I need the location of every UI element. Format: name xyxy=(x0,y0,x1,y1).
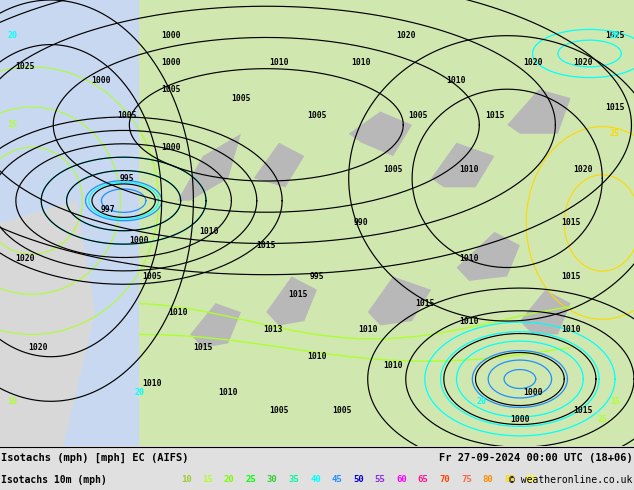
Polygon shape xyxy=(0,201,95,446)
Text: 1005: 1005 xyxy=(269,406,288,415)
Text: 1015: 1015 xyxy=(193,343,212,352)
Text: 1020: 1020 xyxy=(16,254,35,263)
Text: 25: 25 xyxy=(610,129,620,138)
Text: 990: 990 xyxy=(354,219,369,227)
Text: 20: 20 xyxy=(134,388,145,397)
Text: 1025: 1025 xyxy=(605,31,624,40)
Text: 85: 85 xyxy=(504,474,515,484)
Text: 45: 45 xyxy=(332,474,342,484)
Text: 40: 40 xyxy=(310,474,321,484)
Text: 1015: 1015 xyxy=(561,272,580,281)
Text: 50: 50 xyxy=(353,474,364,484)
Text: 1015: 1015 xyxy=(415,299,434,308)
Text: 1000: 1000 xyxy=(510,415,529,424)
Text: 997: 997 xyxy=(100,205,115,214)
Text: 1015: 1015 xyxy=(574,406,593,415)
Text: 25: 25 xyxy=(245,474,256,484)
Text: 1000: 1000 xyxy=(162,31,181,40)
Text: 1015: 1015 xyxy=(257,241,276,250)
Text: 10: 10 xyxy=(181,474,191,484)
Text: 1015: 1015 xyxy=(605,102,624,112)
Text: 1015: 1015 xyxy=(485,111,504,121)
Text: 1010: 1010 xyxy=(460,254,479,263)
Text: 35: 35 xyxy=(288,474,299,484)
Polygon shape xyxy=(254,143,304,187)
Text: 1020: 1020 xyxy=(574,58,593,67)
Text: 1010: 1010 xyxy=(219,388,238,397)
Text: 1005: 1005 xyxy=(307,111,327,121)
Text: 1010: 1010 xyxy=(269,58,288,67)
Polygon shape xyxy=(139,0,634,446)
Polygon shape xyxy=(368,276,431,325)
Text: 65: 65 xyxy=(418,474,429,484)
Polygon shape xyxy=(178,134,241,201)
Text: 1010: 1010 xyxy=(460,317,479,325)
Text: 20: 20 xyxy=(224,474,235,484)
Text: 1000: 1000 xyxy=(162,143,181,151)
Polygon shape xyxy=(520,290,571,334)
Polygon shape xyxy=(456,232,520,281)
Text: 1010: 1010 xyxy=(447,76,466,85)
Text: 1000: 1000 xyxy=(130,236,149,245)
Text: 1005: 1005 xyxy=(409,111,428,121)
Text: 1020: 1020 xyxy=(523,58,542,67)
Text: 70: 70 xyxy=(439,474,450,484)
Text: 1020: 1020 xyxy=(574,165,593,174)
Text: 1000: 1000 xyxy=(523,388,542,397)
Text: 1015: 1015 xyxy=(561,219,580,227)
Text: 995: 995 xyxy=(119,174,134,183)
Polygon shape xyxy=(431,143,495,187)
Text: 1010: 1010 xyxy=(168,308,187,317)
Text: 80: 80 xyxy=(482,474,493,484)
Text: 1010: 1010 xyxy=(143,379,162,388)
Text: Fr 27-09-2024 00:00 UTC (18+06): Fr 27-09-2024 00:00 UTC (18+06) xyxy=(439,453,633,463)
Text: 1013: 1013 xyxy=(263,325,282,335)
Text: 1010: 1010 xyxy=(307,352,327,361)
Text: 20: 20 xyxy=(477,397,487,406)
Text: 1010: 1010 xyxy=(384,361,403,370)
Text: 1020: 1020 xyxy=(396,31,415,40)
Text: 10: 10 xyxy=(8,397,18,406)
Text: 1025: 1025 xyxy=(16,62,35,72)
Text: 1005: 1005 xyxy=(117,111,136,121)
Text: 1005: 1005 xyxy=(384,165,403,174)
Polygon shape xyxy=(349,112,412,156)
Text: 1010: 1010 xyxy=(561,325,580,335)
Text: 1000: 1000 xyxy=(162,58,181,67)
Text: 1010: 1010 xyxy=(352,58,371,67)
Text: 1005: 1005 xyxy=(162,85,181,94)
Polygon shape xyxy=(507,89,571,134)
Text: 15: 15 xyxy=(610,397,620,406)
Text: 1010: 1010 xyxy=(200,227,219,236)
Text: 60: 60 xyxy=(396,474,407,484)
Text: 1010: 1010 xyxy=(460,165,479,174)
Text: 55: 55 xyxy=(375,474,385,484)
Text: 1015: 1015 xyxy=(288,290,307,299)
Text: 75: 75 xyxy=(461,474,472,484)
Text: 1020: 1020 xyxy=(29,343,48,352)
Text: 90: 90 xyxy=(526,474,536,484)
Polygon shape xyxy=(266,276,317,325)
Polygon shape xyxy=(190,303,241,348)
Text: 20: 20 xyxy=(8,31,18,40)
Text: 15: 15 xyxy=(8,121,18,129)
Text: 995: 995 xyxy=(309,272,325,281)
Text: 30: 30 xyxy=(267,474,278,484)
Text: Isotachs (mph) [mph] EC (AIFS): Isotachs (mph) [mph] EC (AIFS) xyxy=(1,453,189,463)
Text: 20: 20 xyxy=(610,31,620,40)
Text: 1010: 1010 xyxy=(358,325,377,335)
Text: 1005: 1005 xyxy=(333,406,352,415)
Text: Isotachs 10m (mph): Isotachs 10m (mph) xyxy=(1,474,107,485)
Text: 1000: 1000 xyxy=(92,76,111,85)
Text: 25: 25 xyxy=(597,415,607,424)
Text: 15: 15 xyxy=(202,474,213,484)
Text: 1005: 1005 xyxy=(231,94,250,102)
Text: 1005: 1005 xyxy=(143,272,162,281)
Text: © weatheronline.co.uk: © weatheronline.co.uk xyxy=(509,474,633,485)
